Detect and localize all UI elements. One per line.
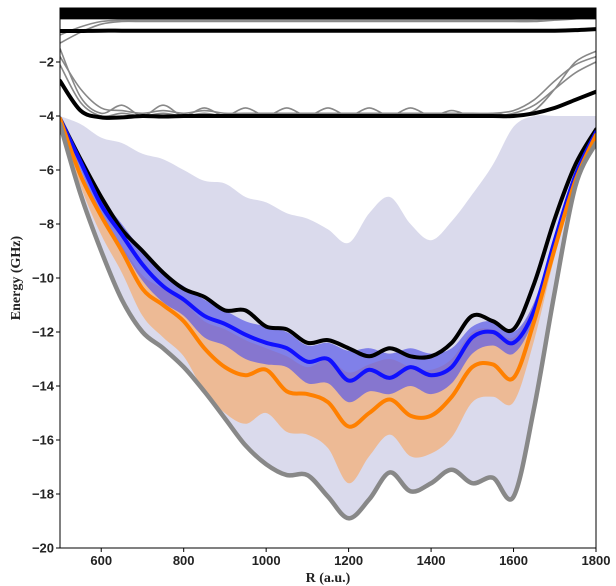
y-tick-label: −14 xyxy=(32,379,55,394)
series-layer xyxy=(60,8,596,521)
band-orange xyxy=(60,118,596,484)
y-tick-label: −20 xyxy=(32,541,54,556)
y-tick-label: −4 xyxy=(39,109,55,124)
x-tick-label: 1400 xyxy=(417,553,446,568)
series-line-1 xyxy=(60,116,596,383)
y-axis: −20 −18 −16 −14 −12 −10 −8 −6 −4 −2 xyxy=(32,55,60,556)
series-line-2 xyxy=(60,116,596,429)
x-tick-label: 1200 xyxy=(334,553,363,568)
thin-curves-layer xyxy=(60,14,596,118)
x-tick-label: 800 xyxy=(173,553,195,568)
x-axis-title: R (a.u.) xyxy=(306,571,351,586)
band-lavender xyxy=(60,115,596,519)
bands-layer xyxy=(60,115,596,519)
y-tick-label: −10 xyxy=(32,271,54,286)
series-line-0 xyxy=(60,116,596,360)
y-tick-label: −2 xyxy=(39,55,54,70)
x-tick-label: 1600 xyxy=(499,553,528,568)
x-tick-label: 1000 xyxy=(252,553,281,568)
gray-thin-curve-0 xyxy=(60,48,596,117)
x-axis: 600 800 1000 1200 1400 1600 1800 xyxy=(90,548,610,568)
y-axis-title: Energy (GHz) xyxy=(9,235,24,320)
y-tick-label: −18 xyxy=(32,487,54,502)
y-tick-label: −12 xyxy=(32,325,54,340)
gray-thin-curve-1 xyxy=(60,55,596,115)
series-line-3 xyxy=(60,121,596,521)
series-line-4 xyxy=(60,78,596,120)
gray-thin-curve-4 xyxy=(60,14,596,36)
series-line-5 xyxy=(60,27,596,33)
y-tick-label: −8 xyxy=(39,217,54,232)
x-tick-label: 600 xyxy=(90,553,112,568)
x-tick-label: 1800 xyxy=(582,553,611,568)
y-tick-label: −6 xyxy=(39,163,54,178)
y-tick-label: −16 xyxy=(32,433,54,448)
gray-thin-curve-3 xyxy=(60,15,596,44)
band-blue xyxy=(60,118,596,403)
